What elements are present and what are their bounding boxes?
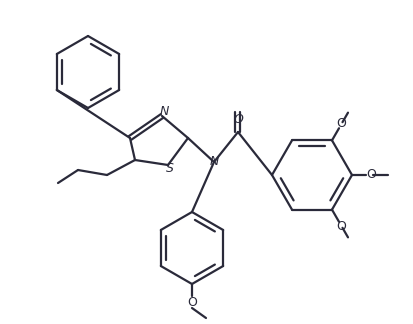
Text: S: S: [166, 163, 173, 176]
Text: O: O: [365, 168, 375, 181]
Text: N: N: [209, 156, 218, 168]
Text: O: O: [336, 117, 346, 130]
Text: O: O: [187, 295, 197, 308]
Text: O: O: [233, 113, 242, 126]
Text: N: N: [159, 106, 168, 119]
Text: O: O: [336, 220, 346, 233]
